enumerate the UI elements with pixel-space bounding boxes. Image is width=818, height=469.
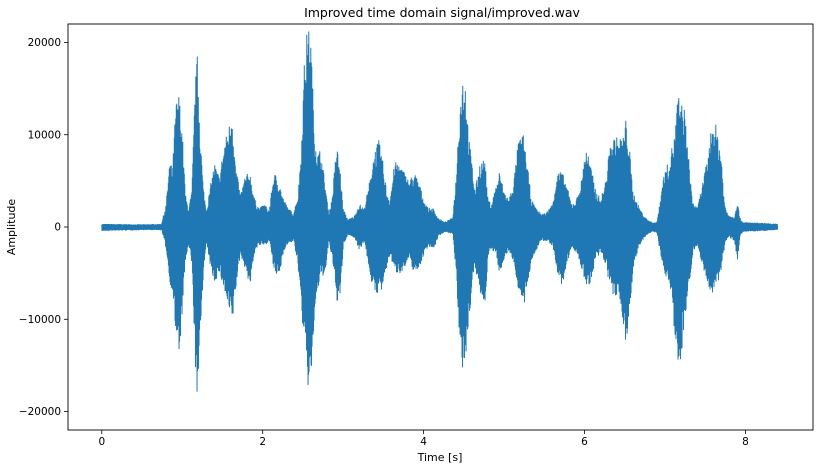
signal-layer (101, 31, 779, 392)
y-tick-label: −20000 (19, 406, 61, 418)
chart-title: Improved time domain signal/improved.wav (304, 5, 580, 20)
y-axis-label: Amplitude (5, 199, 18, 256)
y-tick-label: 10000 (28, 129, 61, 141)
x-tick-label: 4 (420, 436, 427, 448)
x-tick-label: 0 (98, 436, 105, 448)
x-axis-label: Time [s] (417, 451, 463, 464)
x-tick-label: 2 (259, 436, 266, 448)
x-tick-label: 6 (581, 436, 588, 448)
y-tick-label: 20000 (28, 37, 61, 49)
x-axis: 0 2 4 6 8 (98, 430, 749, 448)
x-tick-label: 8 (742, 436, 749, 448)
y-axis: −20000 −10000 0 10000 20000 (19, 37, 68, 418)
y-tick-label: 0 (54, 222, 61, 234)
y-tick-label: −10000 (19, 314, 61, 326)
signal-series-line (101, 31, 779, 392)
